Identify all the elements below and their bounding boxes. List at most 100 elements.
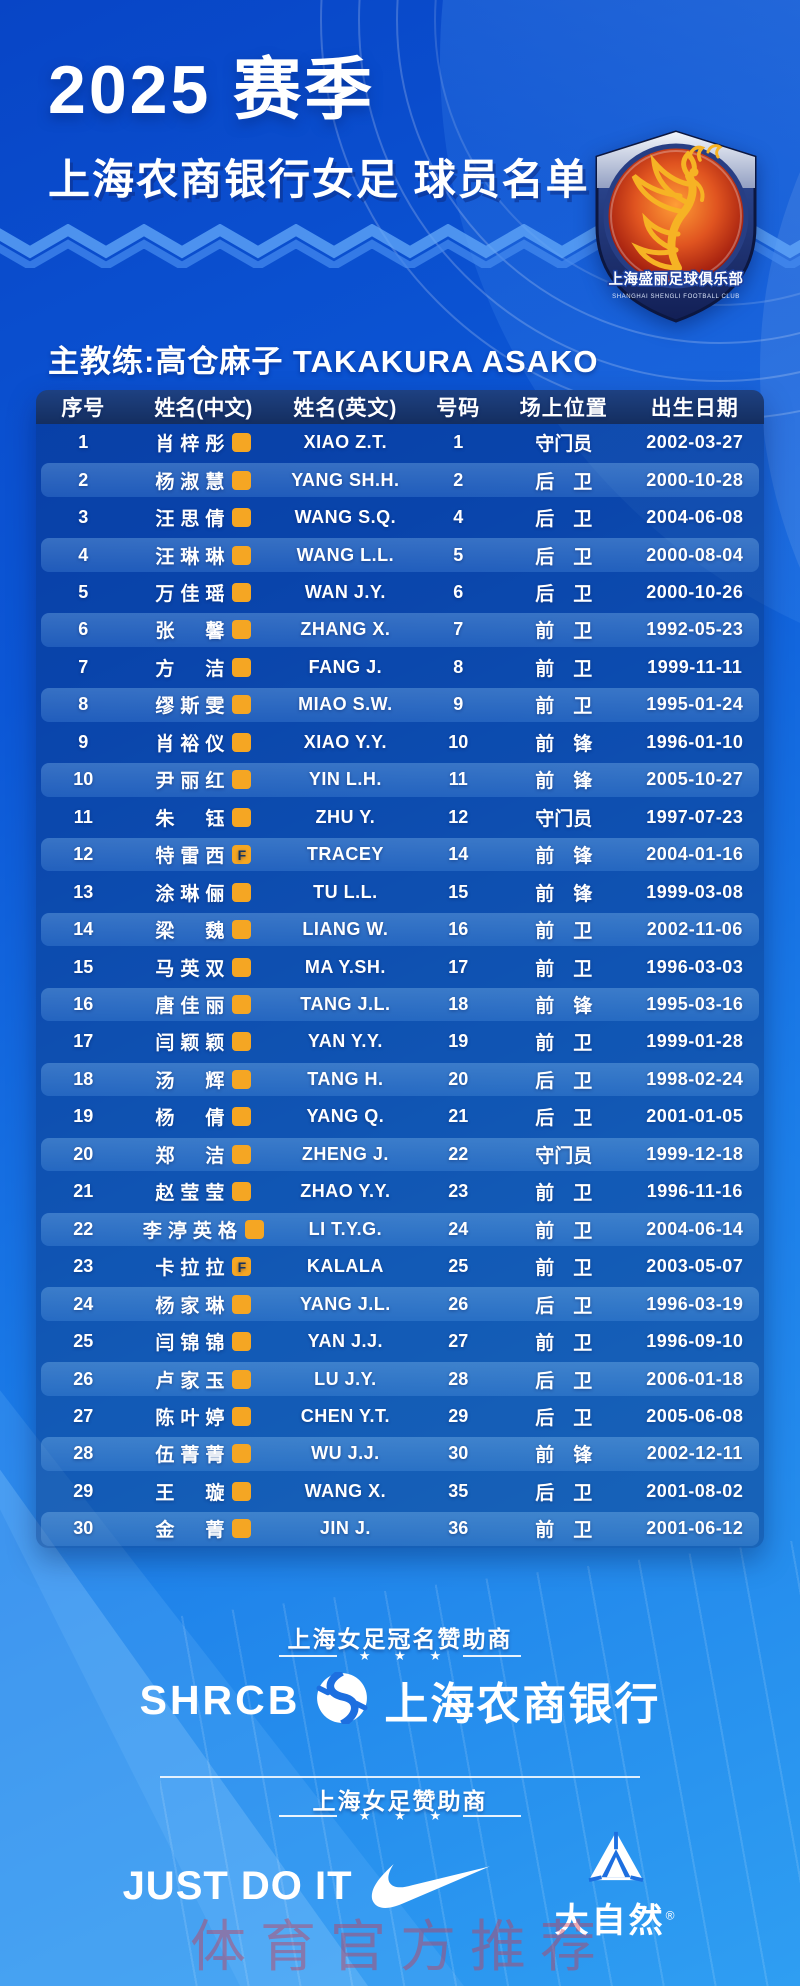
cell-position: 前 卫: [535, 958, 593, 980]
foreign-player-badge: [232, 882, 252, 902]
cell-dob: 2003-05-07: [646, 1256, 744, 1277]
cell-number: 21: [448, 1106, 469, 1127]
cell-dob: 1996-03-19: [646, 1293, 744, 1314]
cell-dob: 1997-07-23: [646, 806, 744, 827]
table-row: 13 涂琳俪 TU L.L. 15 前 锋 1999-03-08: [36, 873, 764, 910]
crest-club-name-cn: 上海盛丽足球俱乐部: [609, 270, 744, 288]
cell-name-cn: 汪琳琳: [131, 542, 277, 569]
cell-no: 28: [73, 1443, 94, 1464]
nike-logo: JUST DO IT: [123, 1859, 491, 1914]
foreign-player-badge: F: [232, 1257, 252, 1277]
table-row: 8 缪斯雯 MIAO S.W. 9 前 卫 1995-01-24: [36, 686, 764, 723]
cell-name-en: XIAO Y.Y.: [303, 731, 387, 752]
foreign-player-badge: F: [232, 845, 252, 865]
cell-number: 5: [453, 544, 464, 565]
cell-dob: 1999-12-18: [646, 1143, 744, 1164]
cell-name-cn: 汪思倩: [131, 504, 277, 531]
cell-no: 6: [78, 619, 89, 640]
cell-no: 15: [73, 956, 94, 977]
cell-name-cn: 朱 钰: [131, 804, 277, 831]
cell-no: 11: [73, 806, 93, 827]
table-row: 20 郑 洁 ZHENG J. 22 守门员 1999-12-18: [36, 1136, 764, 1173]
table-row: 1 肖梓彤 XIAO Z.T. 1 守门员 2002-03-27: [36, 424, 764, 461]
table-row: 27 陈叶婷 CHEN Y.T. 29 后 卫 2005-06-08: [36, 1398, 764, 1435]
cell-dob: 2000-10-28: [646, 469, 744, 490]
cell-position: 守门员: [535, 808, 593, 830]
cell-position: 前 锋: [535, 1445, 593, 1467]
cell-name-en: CHEN Y.T.: [300, 1406, 390, 1426]
table-row: 9 肖裕仪 XIAO Y.Y. 10 前 锋 1996-01-10: [36, 724, 764, 761]
cell-no: 9: [78, 731, 89, 752]
crest-club-name-en: SHANGHAI SHENGLI FOOTBALL CLUB: [612, 294, 740, 300]
cell-position: 后 卫: [535, 1482, 593, 1504]
cell-name-cn: 杨淑慧: [131, 467, 277, 494]
table-row: 11 朱 钰 ZHU Y. 12 守门员 1997-07-23: [36, 799, 764, 836]
table-row: 15 马英双 MA Y.SH. 17 前 卫 1996-03-03: [36, 948, 764, 985]
roster-table: 序号 姓名(中文) 姓名(英文) 号码 场上位置 出生日期 1 肖梓彤 XIAO…: [36, 390, 764, 1548]
foreign-player-badge: [232, 1107, 252, 1127]
cell-name-en: WU J.J.: [311, 1443, 380, 1464]
cell-dob: 1996-01-10: [646, 731, 744, 752]
title-sponsor-heading: 上海女足冠名赞助商: [287, 1626, 513, 1652]
cell-no: 4: [78, 544, 89, 565]
cell-no: 12: [73, 844, 94, 865]
foreign-player-badge: [232, 1032, 252, 1052]
cell-name-en: MIAO S.W.: [298, 694, 393, 715]
cell-name-en: YANG J.L.: [299, 1293, 391, 1314]
cell-number: 10: [448, 731, 469, 752]
cell-name-cn: 杨家琳: [131, 1291, 277, 1318]
cell-name-en: YANG SH.H.: [291, 469, 400, 490]
cell-dob: 2000-10-26: [646, 582, 744, 603]
cell-name-en: XIAO Z.T.: [303, 432, 388, 453]
cell-name-en: WANG S.Q.: [294, 507, 397, 528]
table-rows: 1 肖梓彤 XIAO Z.T. 1 守门员 2002-03-27 2 杨淑慧 Y…: [36, 424, 764, 1548]
cell-name-en: JIN J.: [319, 1518, 371, 1539]
foreign-player-badge: [232, 1407, 252, 1426]
cell-number: 36: [448, 1518, 469, 1539]
foreign-player-badge: [232, 620, 252, 640]
cell-number: 23: [448, 1181, 469, 1202]
cell-position: 后 卫: [535, 1408, 593, 1429]
cell-position: 前 卫: [535, 1183, 593, 1205]
cell-name-en: ZHU Y.: [315, 806, 376, 827]
cell-number: 4: [453, 507, 464, 528]
cell-number: 30: [448, 1443, 469, 1464]
foreign-player-badge: [232, 1481, 252, 1501]
foreign-player-badge: [232, 770, 252, 790]
cell-position: 前 卫: [535, 1333, 593, 1355]
cell-position: 后 卫: [535, 1070, 593, 1092]
table-row: 14 梁 魏 LIANG W. 16 前 卫 2002-11-06: [36, 911, 764, 948]
header-position: 场上位置: [519, 397, 608, 420]
cell-no: 24: [73, 1293, 94, 1314]
cell-name-en: ZHANG X.: [300, 619, 391, 640]
cell-number: 18: [448, 994, 469, 1015]
table-row: 30 金 菁 JIN J. 36 前 卫 2001-06-12: [36, 1510, 764, 1547]
nike-slogan: JUST DO IT: [122, 1863, 353, 1908]
table-row: 24 杨家琳 YANG J.L. 26 后 卫 1996-03-19: [36, 1285, 764, 1322]
stars-divider: ★ ★ ★: [0, 1808, 800, 1824]
cell-name-cn: 万佳瑶: [131, 579, 277, 606]
cell-dob: 1992-05-23: [646, 619, 744, 640]
club-crest: 上海盛丽足球俱乐部 SHANGHAI SHENGLI FOOTBALL CLUB: [590, 128, 762, 324]
cell-name-cn: 肖梓彤: [131, 429, 277, 456]
foreign-player-badge: [232, 470, 252, 490]
cell-name-en: YAN J.J.: [307, 1331, 384, 1352]
cell-number: 16: [448, 919, 469, 940]
table-row: 23 卡拉拉 F KALALA 25 前 卫 2003-05-07: [36, 1248, 764, 1285]
foreign-player-badge: [232, 1332, 252, 1352]
cell-position: 前 卫: [535, 1520, 593, 1542]
cell-dob: 2005-10-27: [646, 769, 744, 790]
cell-no: 25: [73, 1331, 94, 1352]
cell-no: 5: [78, 582, 89, 603]
cell-position: 后 卫: [535, 1295, 593, 1317]
cell-no: 30: [73, 1518, 94, 1539]
cell-dob: 2005-06-08: [646, 1406, 744, 1426]
foreign-player-badge: [232, 957, 252, 977]
cell-name-cn: 涂琳俪: [131, 879, 277, 906]
table-row: 26 卢家玉 LU J.Y. 28 后 卫 2006-01-18: [36, 1360, 764, 1397]
cell-position: 后 卫: [535, 1370, 593, 1392]
cell-name-cn: 伍菁菁: [131, 1440, 277, 1467]
cell-name-en: WANG X.: [304, 1480, 387, 1501]
cell-no: 26: [73, 1368, 94, 1389]
table-row: 10 尹丽红 YIN L.H. 11 前 锋 2005-10-27: [36, 761, 764, 798]
